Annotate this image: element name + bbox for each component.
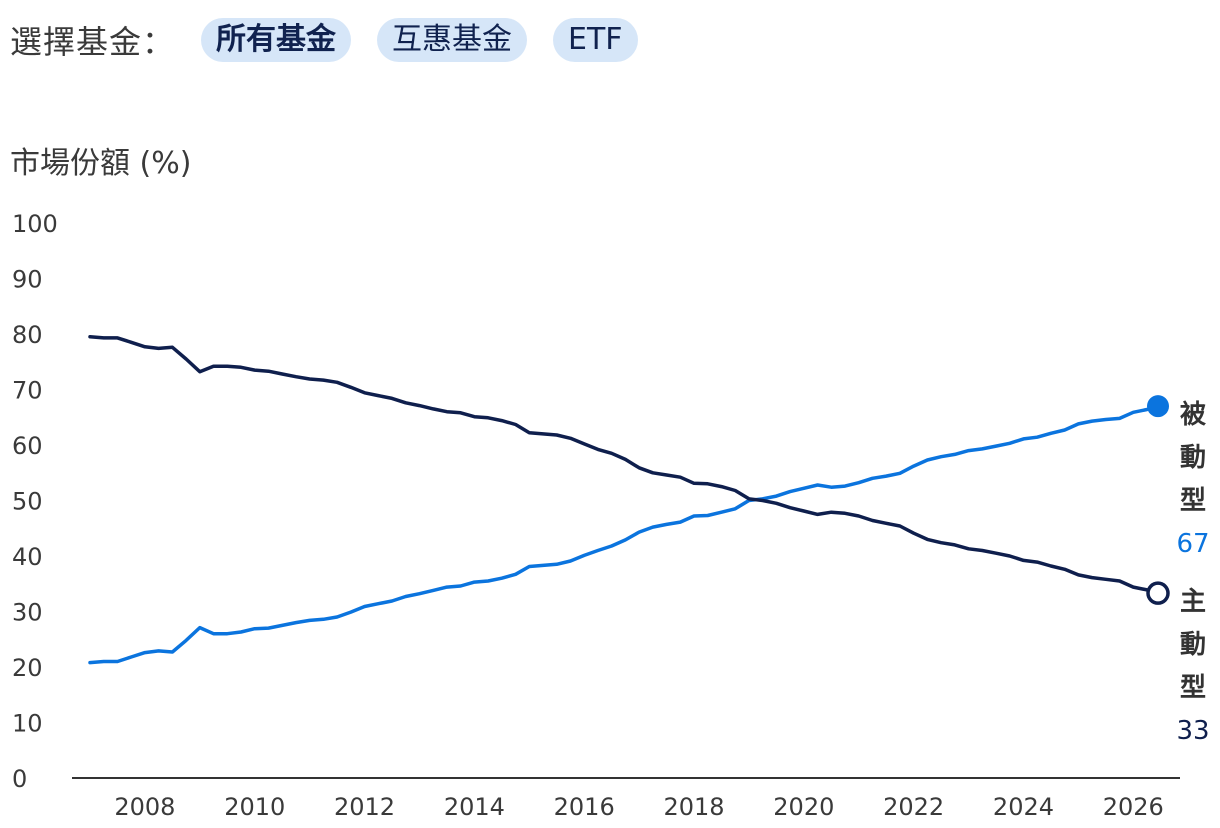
y-tick-label: 30: [12, 599, 43, 627]
x-tick-label: 2026: [1103, 793, 1164, 821]
y-tick-label: 90: [12, 266, 43, 294]
series-line-passive: [88, 404, 1160, 665]
y-tick-label: 0: [12, 765, 27, 793]
series-end-label-char: 型: [1180, 486, 1206, 516]
fund-filter-bar: 選擇基金： 所有基金 互惠基金 ETF: [10, 14, 664, 66]
x-tick-label: 2024: [993, 793, 1054, 821]
filter-option-etf[interactable]: ETF: [553, 18, 638, 62]
series-end-label-char: 被: [1180, 400, 1206, 430]
y-tick-label: 80: [12, 321, 43, 349]
x-tick-label: 2020: [773, 793, 834, 821]
filter-option-all-funds[interactable]: 所有基金: [201, 18, 352, 62]
series-end-value: 33: [1176, 716, 1209, 746]
series-line-active: [88, 335, 1160, 595]
x-tick-label: 2010: [224, 793, 285, 821]
y-tick-label: 10: [12, 710, 43, 738]
x-axis: 2008 2010 2012 2014 2016 2018 2020 2022 2024 2026: [114, 793, 1163, 821]
x-tick-label: 2018: [663, 793, 724, 821]
series-end-label-char: 型: [1180, 673, 1206, 703]
filter-option-mutual-funds[interactable]: 互惠基金: [377, 18, 528, 62]
x-tick-label: 2016: [554, 793, 615, 821]
series-end-label-char: 主: [1180, 587, 1206, 617]
y-tick-label: 50: [12, 488, 43, 516]
series-end-value: 67: [1176, 529, 1209, 559]
x-tick-label: 2014: [444, 793, 505, 821]
y-tick-label: 20: [12, 654, 43, 682]
x-tick-label: 2022: [883, 793, 944, 821]
series-end-label-char: 動: [1180, 630, 1206, 660]
x-tick-label: 2012: [334, 793, 395, 821]
active-end-marker: [1146, 581, 1170, 605]
filter-label: 選擇基金：: [10, 23, 176, 61]
y-axis: 0 10 20 30 40 50 60 70 80 90 100: [12, 210, 58, 793]
series-layer: [88, 335, 1170, 665]
series-end-label-char: 動: [1180, 443, 1206, 473]
y-axis-title: 市場份額 (%): [10, 146, 192, 181]
y-tick-label: 60: [12, 432, 43, 460]
y-tick-label: 40: [12, 543, 43, 571]
x-tick-label: 2008: [114, 793, 175, 821]
passive-end-marker: [1147, 395, 1169, 418]
y-tick-label: 70: [12, 377, 43, 405]
y-tick-label: 100: [12, 210, 58, 238]
